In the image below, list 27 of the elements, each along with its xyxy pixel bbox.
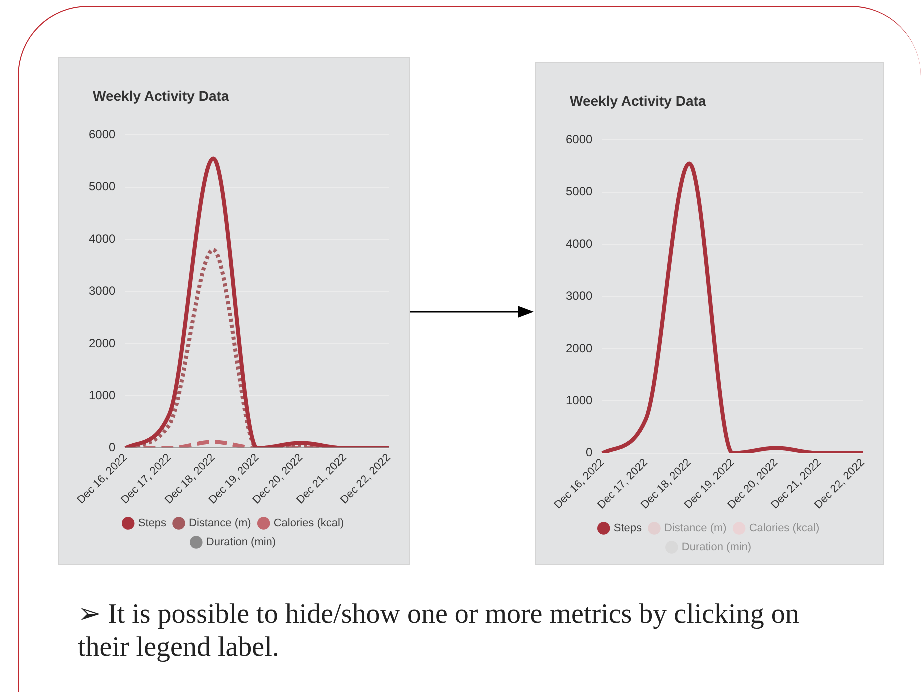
line-series (124, 156, 391, 448)
y-tick-label: 2000 (566, 341, 594, 356)
legend-label: Duration (min) (682, 542, 752, 554)
y-tick-label: 3000 (88, 284, 116, 298)
legend-label: Duration (min) (206, 536, 276, 549)
text: ➢ It is possible to hide/show one or more metrics by clicking on their legend label. (78, 598, 800, 664)
y-tick-label: 0 (109, 440, 116, 455)
chart-title: Weekly Activity Data (93, 88, 230, 104)
legend-label: Steps (614, 522, 642, 535)
y-tick-label: 0 (586, 446, 594, 460)
legend-label: Steps (138, 518, 167, 530)
y-tick-label: 4000 (88, 232, 116, 246)
legend-label: Calories (kcal) (749, 522, 820, 535)
y-tick-label: 6000 (88, 128, 116, 142)
line-series (600, 162, 865, 454)
y-tick-label: 6000 (566, 132, 594, 147)
y-tick-label: 3000 (566, 289, 594, 304)
y-tick-label: 4000 (566, 236, 594, 251)
legend-label: Distance (m) (188, 518, 252, 530)
y-tick-label: 5000 (88, 180, 116, 194)
chart-title: Weekly Activity Data (570, 93, 706, 109)
legend-label: Distance (m) (664, 522, 727, 535)
legend-label: Calories (kcal) (274, 518, 344, 530)
y-tick-label: 1000 (566, 394, 594, 408)
y-tick-label: 5000 (566, 184, 594, 199)
y-tick-label: 1000 (88, 388, 116, 403)
y-tick-label: 2000 (88, 336, 116, 350)
